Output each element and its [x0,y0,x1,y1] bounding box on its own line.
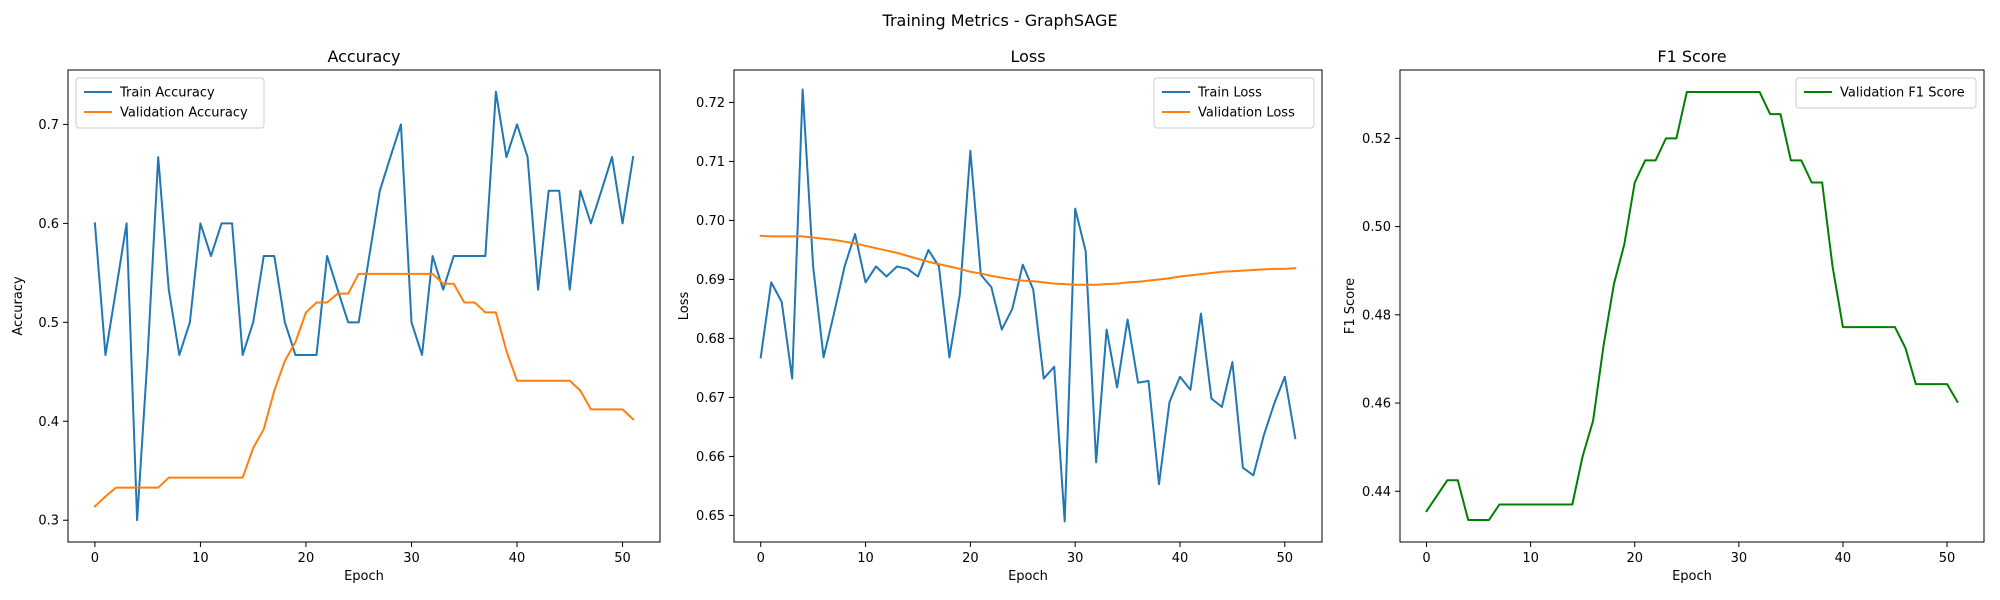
legend-entry: Train Loss [1197,86,1262,101]
chart-panel-2: 0 10 20 30 40 50 0.65 0.66 0.67 0.68 0.69 0.70 0.71 0… [677,47,1323,584]
legend-entry: Train Accuracy [119,86,215,101]
x-tick-label: 50 [1939,551,1956,566]
axes-frame [67,69,661,543]
chart-panel-1: 0 10 20 30 40 50 0.3 0.4 0.5 0.6 0.7 Accuracy Epoch A… [11,47,661,584]
series-line-1 [93,90,635,522]
y-tick-label: 0.65 [696,509,725,524]
series-line-2 [759,234,1297,286]
x-tick-label: 20 [1626,551,1643,566]
chart-panel-3: 0 10 20 30 40 50 0.44 0.46 0.48 0.50 0.52 F1 Score E… [1343,47,1985,584]
panel-title: Accuracy [327,47,400,66]
panel-title: Loss [1010,47,1045,66]
y-tick-label: 0.69 [696,273,725,288]
x-axis-label: Epoch [344,569,384,584]
y-tick-label: 0.7 [38,118,59,133]
x-tick-label: 0 [757,551,765,566]
x-tick-label: 30 [1067,551,1084,566]
y-axis-label: Accuracy [11,276,26,336]
axes-frame [1399,69,1985,543]
y-tick-label: 0.4 [38,415,59,430]
legend-entry: Validation F1 Score [1840,86,1965,101]
chart-panels: 0 10 20 30 40 50 0.3 0.4 0.5 0.6 0.7 Accuracy Epoch A… [11,47,1985,584]
panel-title: F1 Score [1657,47,1726,66]
x-tick-label: 20 [962,551,979,566]
legend-box [1153,77,1315,129]
y-tick-label: 0.48 [1362,308,1391,323]
y-tick-label: 0.3 [38,514,59,529]
series-line-1 [759,88,1297,523]
legend: Train Loss Validation Loss [1153,77,1315,129]
y-tick-label: 0.6 [38,217,59,232]
y-tick-label: 0.70 [696,214,725,229]
x-tick-label: 10 [1522,551,1539,566]
y-tick-label: 0.50 [1362,220,1391,235]
x-tick-label: 0 [1422,551,1430,566]
x-axis-label: Epoch [1008,569,1048,584]
y-tick-label: 0.66 [696,450,725,465]
x-tick-label: 10 [192,551,209,566]
y-tick-label: 0.44 [1362,485,1391,500]
x-tick-label: 10 [857,551,874,566]
y-tick-label: 0.68 [696,332,725,347]
figure-title: Training Metrics - GraphSAGE [882,11,1118,30]
legend: Validation F1 Score [1795,77,1977,109]
series-line-1 [1425,91,1959,521]
x-tick-label: 40 [1172,551,1189,566]
x-tick-label: 0 [91,551,99,566]
series-line-2 [93,272,635,508]
y-tick-label: 0.67 [696,391,725,406]
y-tick-label: 0.71 [696,155,725,170]
y-axis-label: Loss [677,292,692,321]
y-tick-label: 0.5 [38,316,59,331]
axes-frame [733,69,1323,543]
x-tick-label: 50 [1277,551,1294,566]
y-tick-label: 0.72 [696,96,725,111]
x-axis-label: Epoch [1672,569,1712,584]
legend-box [75,77,265,129]
legend-entry: Validation Accuracy [120,106,248,121]
y-axis-label: F1 Score [1343,278,1358,334]
x-tick-label: 50 [614,551,631,566]
legend-entry: Validation Loss [1198,106,1295,121]
legend: Train Accuracy Validation Accuracy [75,77,265,129]
x-tick-label: 20 [298,551,315,566]
x-tick-label: 30 [1731,551,1748,566]
legend-box [1795,77,1977,109]
x-tick-label: 30 [403,551,420,566]
x-tick-label: 40 [1835,551,1852,566]
y-tick-label: 0.52 [1362,132,1391,147]
x-tick-label: 40 [509,551,526,566]
y-tick-label: 0.46 [1362,397,1391,412]
